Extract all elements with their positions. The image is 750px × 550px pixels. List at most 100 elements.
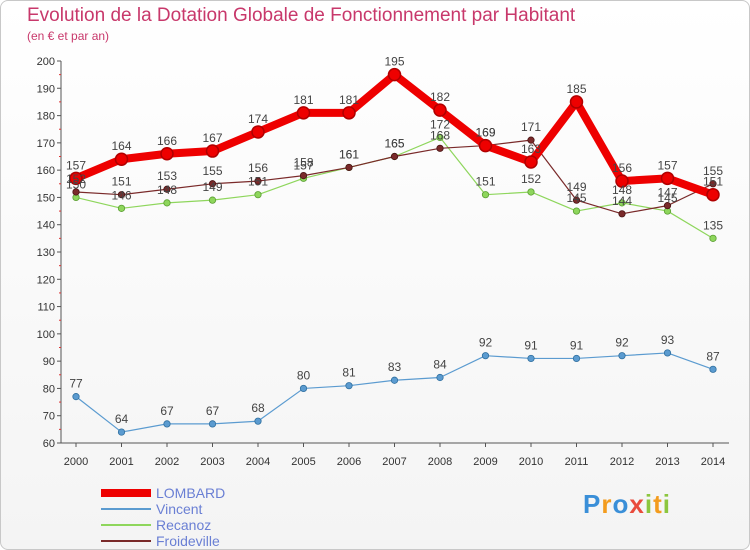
data-label-froideville: 169 — [475, 126, 495, 140]
data-label-lombard: 195 — [384, 55, 404, 69]
data-point-lombard — [296, 106, 311, 120]
data-point-froideville — [663, 202, 672, 210]
y-tick-label: 130 — [37, 247, 55, 259]
data-label-lombard: 167 — [202, 131, 222, 145]
y-tick-label: 110 — [37, 302, 55, 314]
data-label-froideville: 168 — [430, 128, 450, 142]
data-point-froideville — [390, 152, 399, 161]
data-label-recanoz: 151 — [248, 175, 268, 189]
data-point-vincent — [663, 349, 672, 357]
data-point-vincent — [163, 420, 171, 428]
data-label-vincent: 92 — [479, 336, 493, 350]
data-point-froideville — [709, 180, 717, 188]
chart-title: Evolution de la Dotation Globale de Fonc… — [27, 5, 576, 26]
data-label-vincent: 91 — [524, 338, 538, 352]
data-label-recanoz: 146 — [111, 188, 131, 202]
data-label-recanoz: 148 — [157, 183, 177, 197]
x-tick-label: 2000 — [64, 456, 88, 468]
proxiti-logo: Proxiti — [583, 489, 671, 520]
data-point-vincent — [527, 354, 535, 363]
x-tick-label: 2003 — [200, 456, 224, 468]
data-point-vincent — [299, 384, 308, 393]
data-label-vincent: 67 — [206, 404, 220, 418]
logo-letter: t — [653, 489, 663, 519]
data-point-vincent — [709, 365, 717, 373]
data-point-vincent — [208, 420, 217, 428]
data-label-lombard: 163 — [521, 142, 541, 156]
data-label-vincent: 64 — [115, 412, 129, 426]
data-point-vincent — [254, 417, 262, 425]
data-label-froideville: 165 — [384, 137, 404, 151]
logo-letter: r — [601, 489, 613, 519]
data-point-vincent — [117, 428, 126, 436]
x-tick-label: 2007 — [382, 456, 406, 468]
data-point-vincent — [436, 373, 444, 382]
data-point-recanoz — [163, 199, 171, 207]
data-label-recanoz: 152 — [521, 172, 541, 186]
y-tick-label: 190 — [37, 83, 55, 95]
data-label-lombard: 166 — [157, 134, 177, 148]
data-label-lombard: 181 — [293, 93, 313, 107]
x-tick-label: 2008 — [428, 456, 452, 468]
data-label-lombard: 157 — [657, 158, 677, 172]
legend-swatch — [101, 489, 151, 497]
legend-swatch — [101, 540, 151, 542]
legend-swatch — [101, 508, 151, 510]
y-tick-label: 120 — [37, 274, 55, 286]
legend-label: Vincent — [156, 501, 203, 517]
data-label-lombard: 164 — [111, 139, 131, 153]
data-point-froideville — [527, 136, 535, 144]
data-label-recanoz: 157 — [293, 158, 313, 172]
data-label-froideville: 156 — [248, 161, 268, 175]
data-label-lombard: 169 — [475, 126, 495, 140]
data-label-lombard: 185 — [566, 82, 586, 96]
data-point-froideville — [345, 163, 353, 172]
data-label-vincent: 83 — [388, 360, 402, 374]
data-point-recanoz — [117, 204, 126, 212]
data-label-recanoz: 145 — [566, 191, 586, 205]
x-tick-label: 2001 — [109, 456, 133, 468]
data-label-lombard: 156 — [612, 161, 632, 175]
legend-swatch — [101, 524, 151, 526]
legend-label: Froideville — [156, 533, 220, 549]
data-label-lombard: 157 — [66, 158, 86, 172]
y-tick-label: 180 — [37, 111, 55, 123]
data-point-froideville — [72, 188, 80, 196]
data-point-froideville — [163, 185, 171, 193]
data-point-lombard — [69, 171, 83, 186]
data-point-vincent — [618, 352, 626, 360]
data-point-lombard — [660, 171, 675, 186]
data-point-lombard — [706, 187, 720, 202]
data-label-recanoz: 145 — [657, 191, 677, 205]
x-tick-label: 2014 — [701, 456, 725, 468]
data-label-vincent: 67 — [160, 404, 174, 418]
data-label-froideville: 155 — [202, 164, 222, 178]
x-tick-label: 2010 — [519, 456, 543, 468]
data-label-vincent: 68 — [251, 401, 265, 415]
data-point-vincent — [572, 354, 581, 363]
data-point-vincent — [72, 393, 80, 401]
data-label-froideville: 161 — [339, 147, 359, 161]
logo-letter: P — [583, 489, 602, 519]
data-point-recanoz — [436, 133, 444, 141]
logo-letter: o — [612, 489, 630, 519]
data-point-recanoz — [572, 207, 581, 215]
data-point-lombard — [615, 174, 629, 188]
y-tick-label: 160 — [37, 165, 55, 177]
legend-label: Recanoz — [156, 517, 212, 533]
data-label-recanoz: 150 — [66, 177, 86, 191]
logo-letter: x — [629, 489, 645, 519]
data-label-vincent: 81 — [342, 366, 356, 380]
data-label-vincent: 91 — [570, 338, 584, 352]
data-point-vincent — [390, 376, 399, 384]
data-point-lombard — [114, 152, 129, 166]
logo-letter: i — [644, 489, 654, 519]
data-label-froideville: 158 — [293, 156, 313, 170]
data-label-vincent: 77 — [69, 377, 83, 391]
x-tick-label: 2005 — [291, 456, 315, 468]
data-label-recanoz: 172 — [430, 117, 450, 131]
data-point-vincent — [345, 382, 353, 390]
x-tick-label: 2006 — [337, 456, 361, 468]
